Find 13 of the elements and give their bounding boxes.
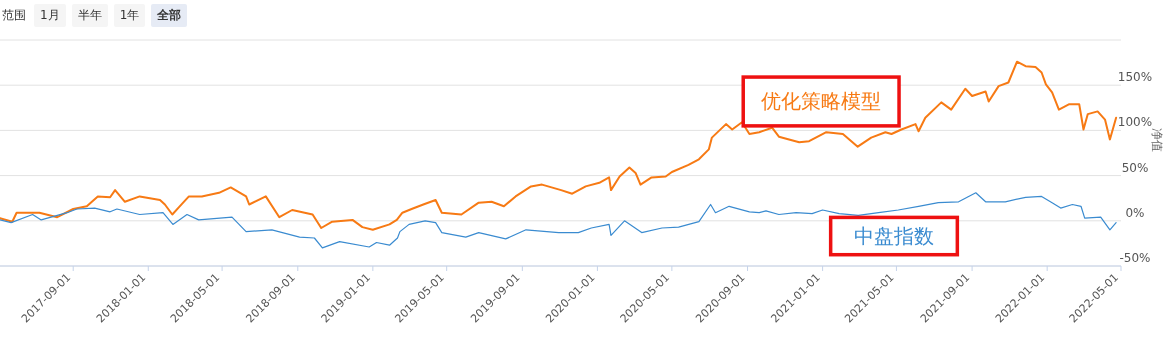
text: 范围 [1, 6, 27, 24]
y-tick-label: 100% [1117, 115, 1153, 130]
series-label: 中盘指数 [854, 224, 934, 249]
y-tick-label: -50% [1119, 251, 1151, 265]
text: 1月 [34, 3, 66, 27]
y-tick-label: 150% [1117, 70, 1153, 85]
text: 半年 [71, 3, 108, 27]
y-tick-label: 50% [1121, 160, 1149, 175]
y-axis-title: 净值 [1150, 128, 1164, 152]
series-label: 优化策略模型 [761, 89, 882, 114]
y-tick-label: 0% [1125, 205, 1145, 220]
text: 全部 [151, 3, 188, 27]
text: 1年 [113, 3, 146, 27]
